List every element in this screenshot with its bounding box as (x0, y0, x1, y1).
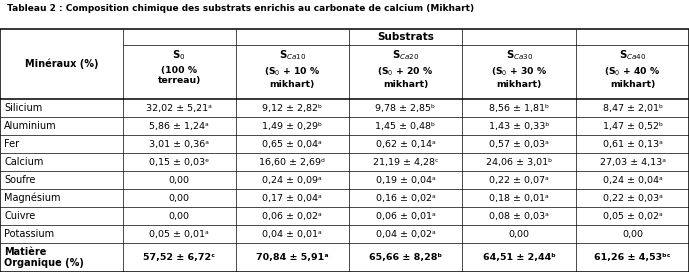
Text: 32,02 ± 5,21ᵃ: 32,02 ± 5,21ᵃ (146, 104, 212, 113)
Text: 27,03 ± 4,13ᵃ: 27,03 ± 4,13ᵃ (599, 158, 666, 167)
Text: Calcium: Calcium (4, 157, 43, 167)
Text: 24,06 ± 3,01ᵇ: 24,06 ± 3,01ᵇ (486, 158, 552, 167)
Text: 9,12 ± 2,82ᵇ: 9,12 ± 2,82ᵇ (262, 104, 322, 113)
Text: 0,06 ± 0,02ᵃ: 0,06 ± 0,02ᵃ (263, 212, 322, 221)
Text: 0,05 ± 0,01ᵃ: 0,05 ± 0,01ᵃ (150, 230, 209, 239)
Text: (S$_0$ + 20 %
mikhart): (S$_0$ + 20 % mikhart) (377, 66, 434, 89)
Text: 0,24 ± 0,09ᵃ: 0,24 ± 0,09ᵃ (263, 176, 322, 185)
Text: 1,49 ± 0,29ᵇ: 1,49 ± 0,29ᵇ (262, 122, 322, 131)
Text: 0,04 ± 0,02ᵃ: 0,04 ± 0,02ᵃ (376, 230, 435, 239)
Text: 0,00: 0,00 (508, 230, 530, 239)
Text: Fer: Fer (4, 139, 19, 149)
Text: 0,17 ± 0,04ᵃ: 0,17 ± 0,04ᵃ (263, 194, 322, 203)
Text: 0,57 ± 0,03ᵃ: 0,57 ± 0,03ᵃ (489, 140, 549, 149)
Text: 70,84 ± 5,91ᵃ: 70,84 ± 5,91ᵃ (256, 253, 329, 262)
Text: 65,66 ± 8,28ᵇ: 65,66 ± 8,28ᵇ (369, 253, 442, 262)
Text: 0,00: 0,00 (169, 176, 189, 185)
Text: 0,04 ± 0,01ᵃ: 0,04 ± 0,01ᵃ (263, 230, 322, 239)
Text: 0,22 ± 0,07ᵃ: 0,22 ± 0,07ᵃ (489, 176, 549, 185)
Text: 8,47 ± 2,01ᵇ: 8,47 ± 2,01ᵇ (602, 104, 663, 113)
Text: 0,00: 0,00 (622, 230, 643, 239)
Text: S$_{Ca20}$: S$_{Ca20}$ (392, 48, 419, 62)
Text: 21,19 ± 4,28ᶜ: 21,19 ± 4,28ᶜ (373, 158, 438, 167)
Text: 0,62 ± 0,14ᵃ: 0,62 ± 0,14ᵃ (376, 140, 435, 149)
Text: (S$_0$ + 10 %
mikhart): (S$_0$ + 10 % mikhart) (264, 66, 320, 89)
Text: 5,86 ± 1,24ᵃ: 5,86 ± 1,24ᵃ (150, 122, 209, 131)
Text: 0,06 ± 0,01ᵃ: 0,06 ± 0,01ᵃ (376, 212, 435, 221)
Text: Tableau 2 : Composition chimique des substrats enrichis au carbonate de calcium : Tableau 2 : Composition chimique des sub… (7, 4, 474, 13)
Text: Cuivre: Cuivre (4, 211, 35, 221)
Text: 0,22 ± 0,03ᵃ: 0,22 ± 0,03ᵃ (603, 194, 662, 203)
Text: Soufre: Soufre (4, 175, 36, 185)
Text: (S$_0$ + 30 %
mikhart): (S$_0$ + 30 % mikhart) (491, 66, 548, 89)
Text: 16,60 ± 2,69ᵈ: 16,60 ± 2,69ᵈ (259, 158, 325, 167)
Text: 0,19 ± 0,04ᵃ: 0,19 ± 0,04ᵃ (376, 176, 435, 185)
Text: 0,61 ± 0,13ᵃ: 0,61 ± 0,13ᵃ (603, 140, 662, 149)
Text: Potassium: Potassium (4, 229, 54, 239)
Text: 1,47 ± 0,52ᵇ: 1,47 ± 0,52ᵇ (602, 122, 663, 131)
Text: 0,16 ± 0,02ᵃ: 0,16 ± 0,02ᵃ (376, 194, 435, 203)
Text: Matière
Organique (%): Matière Organique (%) (4, 247, 84, 268)
Text: (S$_0$ + 40 %
mikhart): (S$_0$ + 40 % mikhart) (604, 66, 661, 89)
Text: 0,05 ± 0,02ᵃ: 0,05 ± 0,02ᵃ (603, 212, 662, 221)
Text: 0,65 ± 0,04ᵃ: 0,65 ± 0,04ᵃ (263, 140, 322, 149)
Text: 9,78 ± 2,85ᵇ: 9,78 ± 2,85ᵇ (376, 104, 435, 113)
Text: S$_{Ca40}$: S$_{Ca40}$ (619, 48, 646, 62)
Text: 0,08 ± 0,03ᵃ: 0,08 ± 0,03ᵃ (489, 212, 549, 221)
Text: S$_0$: S$_0$ (172, 48, 186, 62)
Text: Silicium: Silicium (4, 103, 43, 113)
Text: Minéraux (%): Minéraux (%) (25, 59, 98, 69)
Text: 0,18 ± 0,01ᵃ: 0,18 ± 0,01ᵃ (489, 194, 549, 203)
Text: 0,15 ± 0,03ᵉ: 0,15 ± 0,03ᵉ (149, 158, 209, 167)
Text: Aluminium: Aluminium (4, 121, 56, 131)
Text: 61,26 ± 4,53ᵇᶜ: 61,26 ± 4,53ᵇᶜ (594, 253, 671, 262)
Text: Magnésium: Magnésium (4, 193, 61, 203)
Text: 8,56 ± 1,81ᵇ: 8,56 ± 1,81ᵇ (489, 104, 549, 113)
Text: 1,45 ± 0,48ᵇ: 1,45 ± 0,48ᵇ (376, 122, 435, 131)
Text: Substrats: Substrats (378, 32, 434, 42)
Text: 0,00: 0,00 (169, 194, 189, 203)
Text: 0,00: 0,00 (169, 212, 189, 221)
Text: 64,51 ± 2,44ᵇ: 64,51 ± 2,44ᵇ (483, 253, 555, 262)
Text: 0,24 ± 0,04ᵃ: 0,24 ± 0,04ᵃ (603, 176, 662, 185)
Text: (100 %
terreau): (100 % terreau) (158, 66, 200, 85)
Text: S$_{Ca30}$: S$_{Ca30}$ (506, 48, 533, 62)
Text: 3,01 ± 0,36ᵃ: 3,01 ± 0,36ᵃ (149, 140, 209, 149)
Text: S$_{Ca10}$: S$_{Ca10}$ (278, 48, 306, 62)
Text: 57,52 ± 6,72ᶜ: 57,52 ± 6,72ᶜ (143, 253, 215, 262)
Text: 1,43 ± 0,33ᵇ: 1,43 ± 0,33ᵇ (489, 122, 549, 131)
